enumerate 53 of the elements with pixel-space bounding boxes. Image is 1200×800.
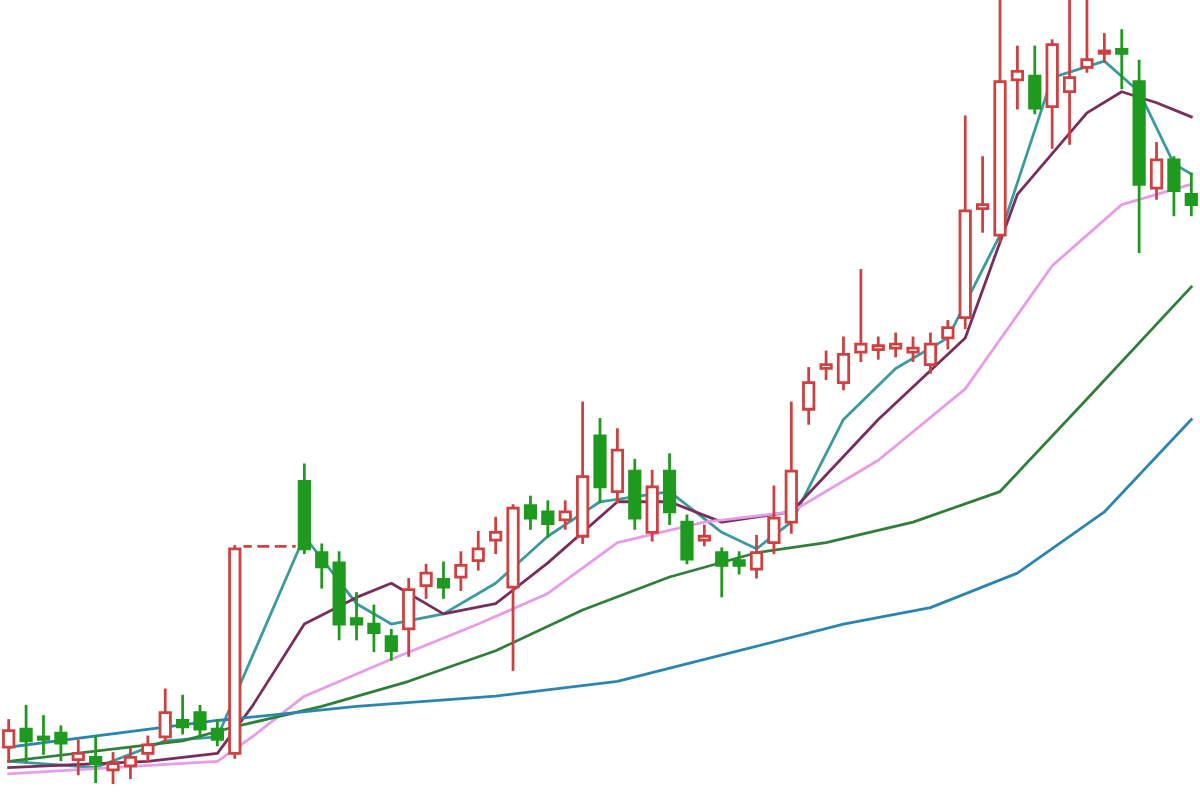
- candlestick: [332, 551, 346, 641]
- candlestick: [889, 332, 903, 358]
- candlestick: [1010, 45, 1024, 110]
- candlestick: [1045, 39, 1059, 149]
- candlestick: [784, 401, 798, 534]
- candlestick: [749, 534, 764, 579]
- candlestick: [923, 332, 938, 374]
- candlestick: [541, 500, 555, 538]
- candlestick: [732, 551, 746, 575]
- candlestick: [1115, 29, 1129, 90]
- candlestick: [141, 735, 155, 763]
- candlestick: [349, 592, 364, 641]
- candlestick: [836, 336, 851, 391]
- candlestick: [2, 719, 16, 763]
- candlestick: [558, 500, 572, 530]
- candlestick: [210, 719, 224, 747]
- candlestick: [71, 739, 85, 776]
- candlestick: [297, 463, 311, 555]
- candlestick: [941, 320, 955, 350]
- candlestick: [1132, 59, 1146, 254]
- candlestick: [1028, 45, 1042, 115]
- candlestick: [489, 516, 503, 555]
- candlestick: [367, 604, 381, 653]
- candlestick: [576, 401, 590, 544]
- candlestick: [958, 115, 972, 330]
- candlestick: [697, 524, 711, 547]
- candlestick: [610, 428, 624, 504]
- candlestick: [662, 453, 677, 526]
- candlestick: [123, 748, 138, 780]
- candlestick: [628, 458, 642, 530]
- candlestick: [315, 543, 329, 589]
- candlestick: [454, 551, 468, 591]
- candlestick: [1149, 142, 1164, 200]
- candlestick: [523, 495, 538, 530]
- candlestick: [36, 715, 51, 755]
- candlestick: [89, 735, 103, 784]
- candlestick: [715, 547, 729, 598]
- candlestick: [854, 269, 868, 363]
- candlestick: [471, 530, 485, 571]
- candlestick: [1062, 0, 1077, 145]
- candlestick: [1097, 33, 1111, 63]
- candlestick: [19, 704, 33, 763]
- candlestick: [54, 725, 68, 762]
- candlestick: [645, 469, 659, 542]
- candlestick: [384, 628, 398, 661]
- candlestick: [976, 156, 990, 233]
- candlestick: [436, 561, 451, 599]
- candlestick: [871, 336, 885, 360]
- candlestick: [402, 577, 416, 657]
- candlestick: [802, 367, 816, 425]
- candlestick: [158, 688, 172, 743]
- candlestick: [1184, 172, 1198, 217]
- candlestick: [176, 694, 190, 735]
